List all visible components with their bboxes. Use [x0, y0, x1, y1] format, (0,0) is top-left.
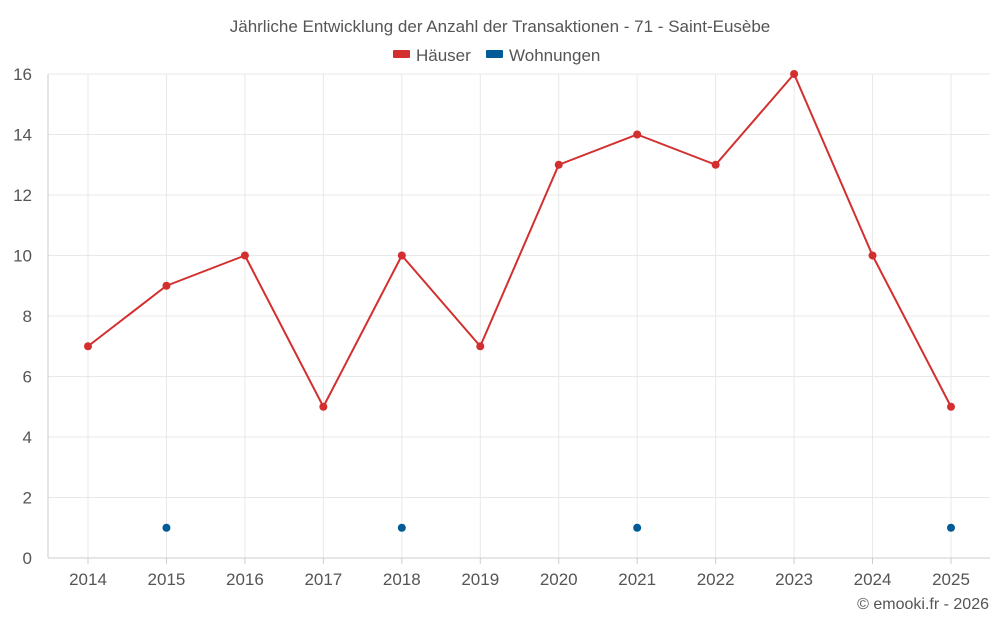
y-tick-label: 2: [23, 489, 32, 508]
x-tick-label: 2022: [697, 570, 735, 589]
y-tick-label: 16: [13, 65, 32, 84]
data-point-haeuser[interactable]: [868, 251, 877, 260]
x-tick-label: 2015: [148, 570, 186, 589]
data-point-wohnungen[interactable]: [162, 523, 171, 532]
axes: 0 2 4 6 8 10 12 14 16 2014 2015 2016 2017 2018 2019 202…: [13, 65, 990, 589]
x-tick-label: 2016: [226, 570, 264, 589]
data-point-haeuser[interactable]: [397, 251, 406, 260]
legend-label-haeuser: Häuser: [416, 46, 471, 65]
legend-label-wohnungen: Wohnungen: [509, 46, 600, 65]
series: [84, 70, 955, 532]
credit-text: © emooki.fr - 2026: [857, 596, 989, 613]
x-tick-label: 2018: [383, 570, 421, 589]
data-point-haeuser[interactable]: [947, 402, 955, 411]
data-point-haeuser[interactable]: [633, 130, 642, 139]
legend-item-wohnungen[interactable]: Wohnungen: [486, 46, 600, 65]
legend-swatch-haeuser: [393, 50, 410, 58]
x-tick-label: 2019: [461, 570, 499, 589]
data-point-haeuser[interactable]: [84, 342, 92, 351]
legend: Häuser Wohnungen: [393, 46, 600, 65]
data-point-haeuser[interactable]: [476, 342, 485, 351]
gridlines: [48, 73, 990, 558]
y-tick-label: 12: [13, 186, 32, 205]
data-point-haeuser[interactable]: [790, 70, 799, 78]
y-tick-label: 4: [23, 428, 32, 447]
legend-item-haeuser[interactable]: Häuser: [393, 46, 471, 65]
chart-title: Jährliche Entwicklung der Anzahl der Tra…: [230, 17, 771, 36]
y-tick-label: 6: [23, 368, 32, 387]
y-tick-label: 10: [13, 247, 32, 266]
data-point-wohnungen[interactable]: [397, 523, 406, 532]
series-line-haeuser: [87, 73, 952, 408]
x-tick-label: 2021: [618, 570, 656, 589]
x-tick-label: 2023: [775, 570, 813, 589]
data-point-haeuser[interactable]: [319, 402, 328, 411]
x-tick-label: 2025: [932, 570, 970, 589]
data-point-haeuser[interactable]: [554, 160, 563, 169]
data-point-wohnungen[interactable]: [633, 523, 642, 532]
y-tick-label: 0: [23, 549, 32, 568]
legend-swatch-wohnungen: [486, 50, 503, 58]
y-tick-label: 14: [13, 126, 32, 145]
x-tick-label: 2014: [69, 570, 107, 589]
data-point-haeuser[interactable]: [240, 251, 249, 260]
data-point-haeuser[interactable]: [711, 160, 720, 169]
x-tick-label: 2020: [540, 570, 578, 589]
x-tick-label: 2024: [854, 570, 892, 589]
data-point-haeuser[interactable]: [162, 281, 171, 290]
data-point-wohnungen[interactable]: [947, 523, 955, 532]
y-tick-label: 8: [23, 307, 32, 326]
x-tick-label: 2017: [304, 570, 342, 589]
